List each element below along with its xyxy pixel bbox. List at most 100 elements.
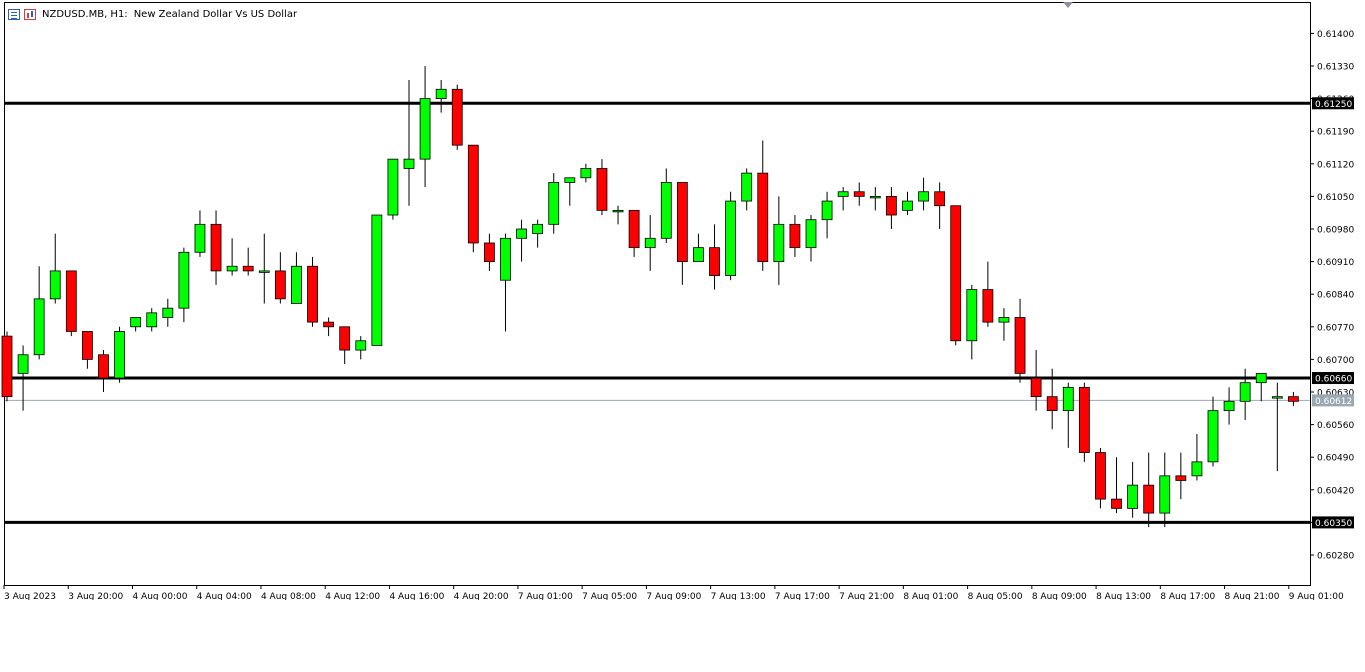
- candle-body: [902, 200, 913, 211]
- time-tick-label: 9 Aug 01:00: [1289, 592, 1344, 600]
- candle-body: [178, 251, 190, 309]
- candle: [693, 233, 704, 262]
- price-tick-label: 0.60700: [1317, 356, 1354, 366]
- candle: [902, 191, 913, 216]
- time-tick-label: 4 Aug 08:00: [261, 592, 316, 600]
- candle: [1127, 461, 1138, 518]
- candle: [773, 196, 785, 285]
- candle-body: [548, 182, 560, 225]
- candle-body: [998, 317, 1010, 323]
- candle-mode-icon[interactable]: [24, 8, 36, 20]
- symbol-description: New Zealand Dollar Vs US Dollar: [133, 8, 298, 20]
- candle-body: [1175, 475, 1187, 481]
- candle: [1159, 452, 1171, 528]
- candle: [644, 215, 656, 271]
- candle-body: [1191, 461, 1203, 477]
- price-tick-label: 0.60770: [1317, 323, 1354, 333]
- candle-body: [1062, 386, 1074, 412]
- price-tick-label: 0.60840: [1317, 291, 1354, 301]
- candle: [210, 210, 222, 285]
- candle-body: [564, 177, 576, 183]
- candle-body: [194, 223, 206, 253]
- candle: [516, 219, 527, 262]
- price-tick-label: 0.61120: [1317, 160, 1354, 170]
- candle: [789, 215, 801, 257]
- candle-body: [741, 172, 753, 202]
- candle-body: [226, 265, 238, 272]
- candle-body: [403, 158, 415, 169]
- candle-body: [17, 354, 29, 374]
- time-tick-label: 7 Aug 21:00: [839, 592, 894, 600]
- price-axis: 0.614000.613300.612600.611900.611200.610…: [1310, 30, 1354, 562]
- candle-body: [242, 265, 254, 272]
- candle-body: [65, 270, 77, 332]
- chart-list-icon[interactable]: [8, 8, 20, 20]
- hline-price-label-bg: [1312, 516, 1354, 529]
- candle: [65, 270, 77, 337]
- candle-body: [339, 326, 351, 351]
- candle-body: [114, 331, 125, 379]
- candles: [1, 66, 1299, 528]
- price-chart[interactable]: 0.614000.613300.612600.611900.611200.610…: [0, 0, 1365, 600]
- candle: [242, 247, 254, 276]
- candle: [98, 350, 109, 392]
- candle-body: [676, 182, 688, 262]
- candle: [532, 219, 544, 248]
- candle-body: [886, 195, 897, 216]
- candle-body: [837, 191, 849, 197]
- price-tick-label: 0.60910: [1317, 258, 1354, 268]
- bid-price-label-bg: [1312, 394, 1354, 407]
- plot-frame: [4, 2, 1311, 586]
- time-tick-label: 8 Aug 21:00: [1225, 592, 1280, 600]
- candle: [1239, 368, 1251, 420]
- candle: [837, 187, 849, 211]
- chart-window[interactable]: 0.614000.613300.612600.611900.611200.610…: [0, 0, 1365, 600]
- candle: [1046, 368, 1058, 430]
- candle-body: [162, 307, 174, 318]
- candle-body: [1239, 382, 1251, 402]
- time-tick-label: 7 Aug 13:00: [711, 592, 766, 600]
- candle: [1207, 396, 1219, 467]
- candle-body: [146, 312, 158, 328]
- price-tick-label: 0.60420: [1317, 486, 1354, 496]
- candle: [258, 233, 270, 304]
- time-tick-label: 4 Aug 00:00: [132, 592, 187, 600]
- candle-body: [467, 144, 479, 244]
- candle: [291, 252, 302, 304]
- price-tick-label: 0.60280: [1317, 552, 1354, 562]
- candle-body: [33, 298, 45, 356]
- candle: [580, 163, 592, 183]
- candle: [339, 326, 351, 365]
- candle-body: [789, 223, 801, 249]
- candle: [660, 168, 672, 243]
- candle: [1271, 382, 1283, 472]
- candle: [869, 187, 881, 211]
- candle-body: [1111, 498, 1122, 509]
- candle-body: [82, 331, 93, 360]
- candle-body: [451, 88, 463, 146]
- candle-body: [693, 247, 704, 262]
- candle-body: [516, 228, 527, 239]
- candle: [966, 284, 978, 360]
- candle: [1062, 382, 1074, 448]
- time-tick-label: 7 Aug 01:00: [518, 592, 573, 600]
- candle-body: [725, 200, 736, 276]
- candle-body: [596, 168, 608, 211]
- candle-body: [1, 335, 13, 398]
- horizontal-lines: [5, 101, 1310, 524]
- time-tick-label: 4 Aug 20:00: [454, 592, 509, 600]
- chart-shift-marker-icon[interactable]: [1063, 2, 1073, 8]
- candle: [194, 210, 206, 257]
- candle: [403, 79, 415, 206]
- time-tick-label: 8 Aug 13:00: [1096, 592, 1151, 600]
- time-tick-label: 8 Aug 09:00: [1032, 592, 1087, 600]
- candle-body: [821, 200, 833, 221]
- time-tick-label: 8 Aug 17:00: [1160, 592, 1215, 600]
- candle: [1095, 447, 1106, 509]
- time-tick-label: 7 Aug 17:00: [775, 592, 830, 600]
- candle-body: [387, 158, 399, 216]
- candle: [130, 317, 142, 332]
- candle: [355, 336, 367, 360]
- candle: [307, 256, 318, 327]
- candle-body: [1207, 410, 1219, 463]
